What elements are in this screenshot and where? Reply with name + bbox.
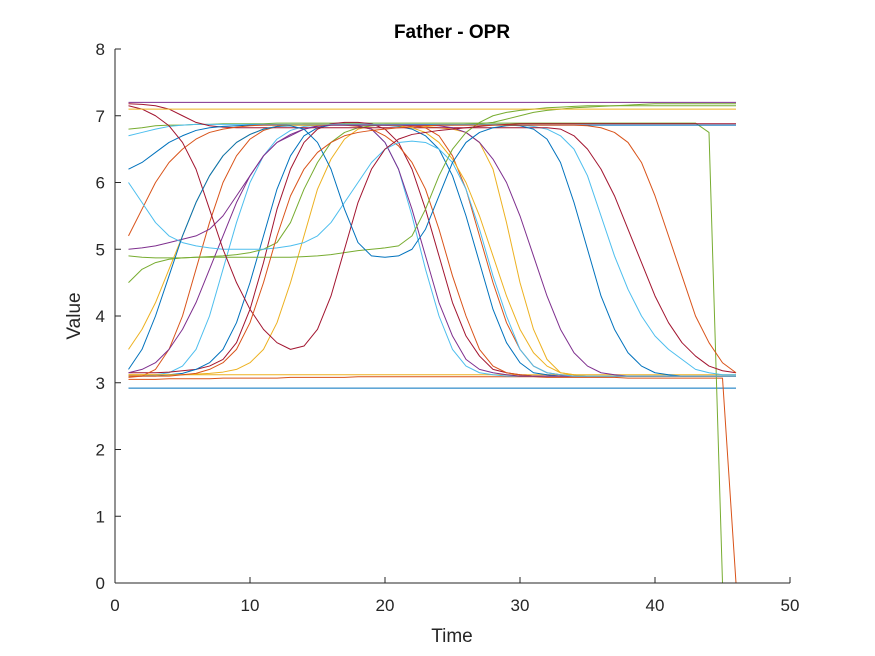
series-line-23 [128, 124, 737, 377]
series-line-22 [128, 124, 736, 370]
x-tick-label: 30 [511, 596, 530, 615]
y-tick-label: 0 [96, 574, 105, 593]
chart-title: Father - OPR [394, 22, 510, 43]
series-line-20 [128, 140, 736, 377]
x-tick-label: 40 [646, 596, 665, 615]
series-line-14 [128, 103, 737, 374]
x-ticks: 0 10 20 30 40 50 [110, 577, 799, 615]
y-tick-label: 4 [96, 307, 105, 326]
x-tick-label: 50 [781, 596, 800, 615]
y-ticks: 0 1 2 3 4 5 6 7 8 [96, 40, 121, 593]
y-axis-label: Value [64, 292, 85, 339]
series-line-19 [128, 105, 736, 283]
y-tick-label: 6 [96, 174, 105, 193]
y-tick-label: 5 [96, 240, 105, 259]
y-tick-label: 3 [96, 374, 105, 393]
series-layer [128, 101, 737, 584]
y-tick-label: 8 [96, 40, 105, 59]
x-axis-label: Time [431, 626, 473, 647]
x-tick-label: 0 [110, 596, 119, 615]
series-line-2 [128, 376, 737, 584]
y-tick-label: 2 [96, 441, 105, 460]
series-line-13 [128, 123, 736, 376]
series-line-5 [128, 122, 736, 584]
series-line-21 [128, 105, 736, 350]
x-tick-label: 10 [241, 596, 260, 615]
y-tick-label: 7 [96, 107, 105, 126]
x-tick-label: 20 [376, 596, 395, 615]
y-tick-label: 1 [96, 507, 105, 526]
